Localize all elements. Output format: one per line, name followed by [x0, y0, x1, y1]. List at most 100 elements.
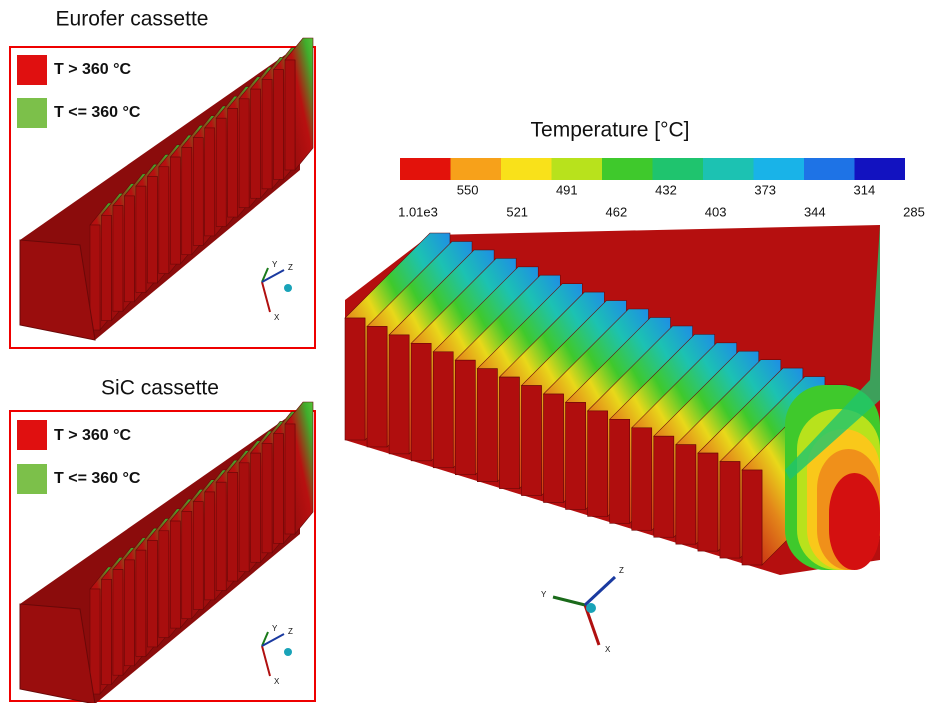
- fin-front: [170, 157, 180, 264]
- fin-front: [262, 79, 272, 188]
- fin-front: [521, 386, 541, 496]
- fin-front: [274, 70, 284, 180]
- fin-front: [216, 482, 226, 590]
- axis-y: [553, 597, 585, 605]
- fin-front: [251, 453, 261, 562]
- fin-front: [610, 419, 630, 523]
- fin-front: [136, 186, 146, 292]
- figure: Eurofer cassette XYZ T > 360 °C T <= 360…: [0, 0, 933, 703]
- panel-title: SiC cassette: [101, 377, 219, 400]
- fin-front: [147, 176, 157, 282]
- fin-front: [182, 147, 192, 254]
- fin-front: [101, 579, 111, 684]
- fin-front: [159, 531, 169, 638]
- legend-swatch: [17, 420, 47, 450]
- page: Eurofer cassette XYZ T > 360 °C T <= 360…: [0, 0, 933, 703]
- colorbar-title: Temperature [°C]: [531, 119, 690, 142]
- fin-front: [205, 128, 215, 236]
- axis-label: X: [274, 313, 280, 322]
- fin-front: [262, 443, 272, 552]
- colorbar-segment: [451, 158, 502, 180]
- legend-swatch: [17, 98, 47, 128]
- panel-title: Eurofer cassette: [56, 8, 209, 31]
- colorbar-label: 285: [903, 204, 925, 219]
- fin-front: [720, 462, 740, 559]
- fin-front: [228, 473, 238, 582]
- axis-label: Z: [619, 566, 624, 575]
- colorbar-segment: [703, 158, 754, 180]
- fin-front: [742, 470, 762, 565]
- axis-label: Z: [288, 263, 293, 272]
- colorbar-segment: [804, 158, 855, 180]
- fin-front: [477, 369, 497, 482]
- axis-label: Y: [272, 624, 278, 633]
- colorbar-label: 521: [506, 204, 528, 219]
- fin-front: [632, 428, 652, 531]
- cassette-render: X Y Z: [20, 402, 313, 703]
- colorbar-label: 314: [854, 182, 876, 197]
- axis-z: [585, 577, 615, 605]
- end-face-contour: [829, 473, 880, 570]
- fin-front: [251, 89, 261, 198]
- fin-front: [101, 215, 111, 320]
- fin-front: [136, 550, 146, 656]
- temperature-render: X Y Z: [345, 225, 880, 654]
- colorbar-label: 373: [754, 182, 776, 197]
- legend-swatch: [17, 464, 47, 494]
- colorbar-segment: [653, 158, 704, 180]
- colorbar-label: 1.01e3: [398, 204, 438, 219]
- fin-front: [274, 434, 284, 544]
- axis-label: X: [274, 677, 280, 686]
- colorbar-segment: [855, 158, 906, 180]
- fin-front: [205, 492, 215, 600]
- triad-origin: [284, 648, 292, 656]
- fin-front: [411, 343, 431, 461]
- legend-label: T <= 360 °C: [54, 104, 141, 121]
- fin-front: [239, 463, 249, 572]
- fin-front: [389, 335, 409, 454]
- fin-front: [698, 453, 718, 551]
- cassette-render: X Y Z: [20, 38, 313, 340]
- axis-label: X: [605, 645, 611, 654]
- fin-front: [455, 360, 475, 475]
- colorbar-segment: [754, 158, 805, 180]
- colorbar-label: 491: [556, 182, 578, 197]
- fin-front: [216, 118, 226, 226]
- fin-front: [285, 424, 295, 534]
- triad-origin: [284, 284, 292, 292]
- fin-front: [147, 540, 157, 646]
- legend-label: T <= 360 °C: [54, 470, 141, 487]
- colorbar-segment: [501, 158, 552, 180]
- fin-front: [566, 402, 586, 509]
- colorbar-label: 344: [804, 204, 826, 219]
- fin-front: [345, 318, 365, 440]
- legend-swatch: [17, 55, 47, 85]
- fin-front: [182, 511, 192, 618]
- fin-front: [433, 352, 453, 468]
- axis-x: [262, 646, 270, 676]
- colorbar-label: 432: [655, 182, 677, 197]
- colorbar: 1.01e3 550 521 491 462 432 403 373 344 314 285: [398, 158, 925, 219]
- triad-origin: [586, 603, 596, 613]
- fin-front: [170, 521, 180, 628]
- fin-front: [588, 411, 608, 517]
- colorbar-segment: [602, 158, 653, 180]
- colorbar-segment: [400, 158, 451, 180]
- fin-front: [367, 326, 387, 447]
- fin-front: [544, 394, 564, 503]
- axis-label: Y: [272, 260, 278, 269]
- fin-front: [113, 570, 123, 676]
- axis-label: Z: [288, 627, 293, 636]
- colorbar-label: 550: [457, 182, 479, 197]
- colorbar-label: 462: [606, 204, 628, 219]
- fin-front: [124, 196, 134, 302]
- fin-front: [90, 225, 100, 330]
- axis-x: [262, 282, 270, 312]
- fin-front: [285, 60, 295, 170]
- fin-front: [124, 560, 134, 666]
- fin-front: [159, 167, 169, 274]
- fin-front: [193, 502, 203, 610]
- axis-label: Y: [541, 590, 547, 599]
- colorbar-label: 403: [705, 204, 727, 219]
- fin-front: [654, 436, 674, 537]
